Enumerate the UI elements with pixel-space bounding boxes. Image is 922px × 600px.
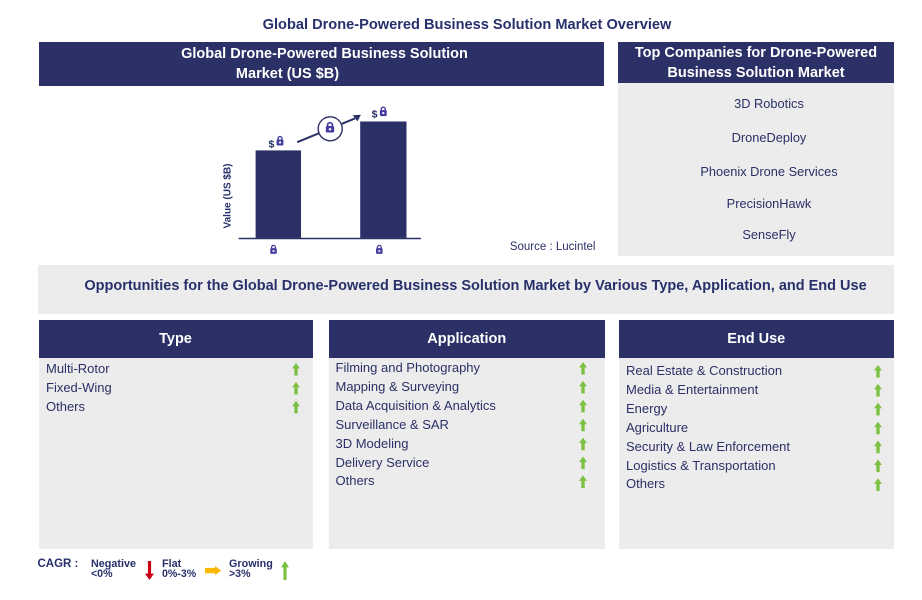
svg-text:$: $ [269,138,275,150]
svg-text:Source : Lucintel: Source : Lucintel [510,241,596,253]
svg-text:Value (US $B): Value (US $B) [223,163,234,228]
svg-text:$: $ [372,109,378,121]
